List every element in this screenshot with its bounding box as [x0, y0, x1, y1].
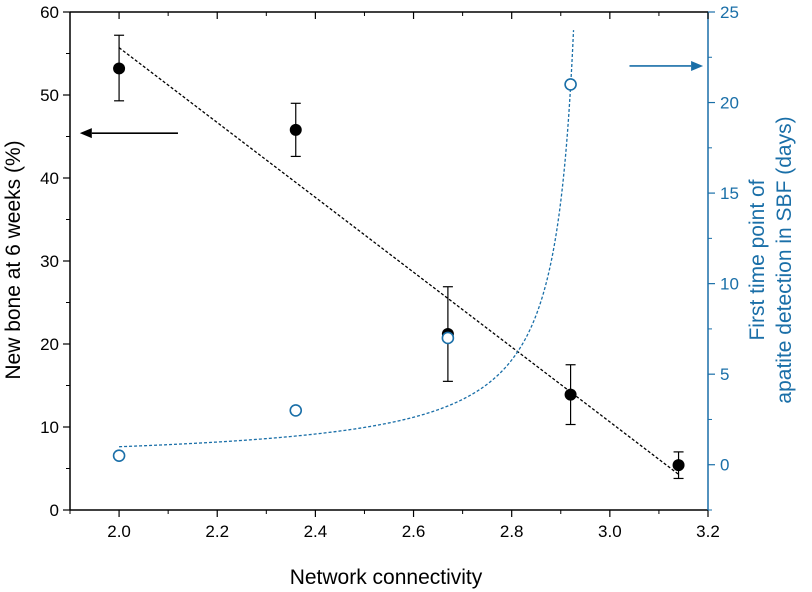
x-tick-label: 2.6	[402, 522, 426, 541]
y-right-tick-label: 15	[720, 184, 739, 203]
x-tick-label: 3.2	[696, 522, 720, 541]
x-axis-title: Network connectivity	[290, 566, 483, 589]
tick-labels: 2.0 2.2 2.4 2.6 2.8 3.0 3.2 0 10 20 30 40 50 60 0 5 10 15…	[40, 3, 739, 541]
bone-data-point	[564, 388, 577, 401]
bone-data-point	[672, 459, 685, 472]
apatite-data-point	[564, 78, 577, 91]
y-right-tick-label: 0	[720, 456, 729, 475]
y-left-tick-label: 30	[40, 252, 59, 271]
x-tick-label: 2.8	[500, 522, 524, 541]
y-left-tick-label: 40	[40, 169, 59, 188]
arrow-left-icon	[79, 128, 178, 139]
bone-linear-fit-line	[118, 47, 679, 475]
bone-data-point	[113, 62, 126, 75]
y-right-axis-title-line1: First time point of	[746, 179, 769, 340]
x-tick-label: 2.0	[107, 522, 131, 541]
y-left-axis-title: New bone at 6 weeks (%)	[2, 140, 25, 379]
x-tick-label: 3.0	[598, 522, 622, 541]
x-tick-label: 2.4	[304, 522, 328, 541]
arrow-head	[691, 60, 704, 71]
y-right-tick-label: 10	[720, 275, 739, 294]
y-left-tick-label: 20	[40, 335, 59, 354]
data-points	[112, 34, 685, 480]
y-right-tick-label: 25	[720, 3, 739, 22]
y-right-tick-label: 20	[720, 94, 739, 113]
apatite-data-point	[289, 404, 303, 417]
annotations	[79, 60, 704, 139]
arrow-head	[79, 128, 92, 139]
apatite-data-point	[112, 449, 126, 462]
x-tick-label: 2.2	[205, 522, 229, 541]
y-right-axis-title-line2: apatite detection in SBF (days)	[773, 116, 796, 403]
y-left-tick-label: 0	[50, 501, 59, 520]
y-left-tick-label: 10	[40, 418, 59, 437]
axes	[63, 11, 715, 517]
y-left-tick-label: 60	[40, 3, 59, 22]
y-left-tick-label: 50	[40, 86, 59, 105]
bone-data-point	[289, 123, 302, 136]
apatite-curve-fit-line	[119, 30, 575, 448]
apatite-data-point	[441, 331, 455, 345]
fit-lines	[118, 30, 679, 475]
y-right-tick-label: 5	[720, 365, 729, 384]
arrow-right-icon	[629, 60, 704, 71]
